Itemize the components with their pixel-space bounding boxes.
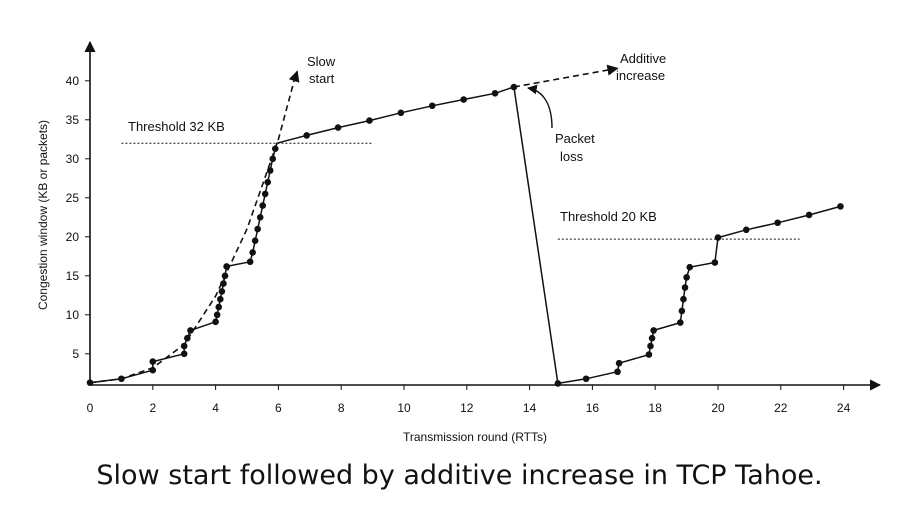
threshold-group — [121, 142, 800, 240]
data-point-0-33 — [491, 89, 499, 97]
data-point-0-37 — [614, 368, 621, 376]
data-point-0-34 — [510, 83, 518, 91]
additive-increase-label-line1: Additive — [620, 51, 666, 66]
figure-caption: Slow start followed by additive increase… — [96, 460, 823, 491]
additive-increase-label-line2: increase — [616, 68, 665, 83]
data-point-0-8 — [212, 318, 219, 326]
data-point-0-38 — [615, 359, 623, 367]
packet-loss-label-line2: loss — [560, 149, 584, 164]
x-tick-label-10: 10 — [397, 401, 411, 415]
y-tick-label-15: 15 — [66, 269, 80, 283]
slow-start-label-line1: Slow — [307, 54, 336, 69]
data-point-0-6 — [184, 334, 191, 342]
data-point-0-41 — [648, 334, 656, 342]
data-point-0-43 — [677, 319, 684, 326]
data-point-0-35 — [554, 380, 562, 387]
x-tick-label-12: 12 — [460, 401, 474, 415]
data-point-0-26 — [271, 145, 279, 152]
x-tick-label-18: 18 — [649, 401, 663, 415]
data-point-0-13 — [220, 280, 227, 287]
data-point-0-20 — [256, 214, 264, 221]
data-point-0-48 — [686, 263, 694, 271]
data-point-0-3 — [149, 358, 157, 365]
data-point-0-2 — [149, 366, 157, 374]
data-point-0-51 — [742, 226, 750, 234]
data-point-0-9 — [213, 311, 221, 319]
y-tick-group: 5 10 15 20 25 30 35 40 — [66, 74, 90, 361]
x-tick-group: 0 2 4 6 8 10 12 14 16 18 20 22 24 — [87, 385, 851, 415]
x-tick-label-14: 14 — [523, 401, 537, 415]
y-tick-label-35: 35 — [66, 113, 80, 127]
data-point-0-22 — [261, 190, 269, 198]
x-tick-label-22: 22 — [774, 401, 788, 415]
data-point-0-42 — [650, 327, 657, 334]
x-tick-label-16: 16 — [586, 401, 600, 415]
y-tick-label-5: 5 — [72, 347, 79, 361]
slow-start-dashed-curve — [89, 70, 300, 384]
packet-loss-label-line1: Packet — [555, 131, 595, 146]
threshold-20-label: Threshold 20 KB — [560, 209, 657, 224]
data-point-0-4 — [180, 350, 188, 358]
data-point-0-52 — [774, 219, 781, 227]
data-point-0-46 — [681, 284, 689, 291]
data-point-0-12 — [218, 288, 226, 295]
data-point-0-25 — [269, 155, 277, 163]
data-point-0-1 — [118, 375, 125, 383]
data-point-0-44 — [678, 307, 686, 315]
x-tick-label-20: 20 — [711, 401, 725, 415]
threshold-32-label: Threshold 32 KB — [128, 119, 225, 134]
data-point-0-11 — [217, 295, 224, 303]
data-point-0-40 — [647, 342, 654, 350]
data-point-0-16 — [246, 258, 254, 266]
x-tick-label-4: 4 — [212, 401, 219, 415]
data-point-0-32 — [460, 96, 467, 103]
slow-start-label-line2: start — [309, 71, 335, 86]
x-tick-label-8: 8 — [338, 401, 345, 415]
x-tick-label-6: 6 — [275, 401, 282, 415]
data-point-0-45 — [680, 295, 687, 303]
data-point-0-49 — [711, 259, 719, 266]
y-tick-label-40: 40 — [66, 74, 80, 88]
data-point-0-50 — [714, 234, 722, 241]
additive-increase-dashed-extension — [513, 64, 619, 88]
data-point-0-30 — [397, 109, 405, 117]
data-point-0-18 — [251, 237, 259, 244]
data-point-0-39 — [645, 351, 653, 358]
y-tick-label-30: 30 — [66, 152, 80, 166]
data-point-0-27 — [303, 132, 310, 139]
data-point-0-28 — [334, 124, 342, 131]
data-point-0-24 — [266, 167, 274, 174]
data-point-0-31 — [428, 102, 436, 110]
data-point-0-21 — [259, 202, 267, 209]
data-point-0-0 — [86, 379, 94, 386]
data-point-0-36 — [582, 375, 590, 383]
curve-group — [89, 64, 841, 385]
data-point-0-54 — [837, 203, 844, 210]
data-point-0-17 — [249, 249, 256, 256]
x-axis-label: Transmission round (RTTs) — [403, 430, 547, 444]
y-tick-label-25: 25 — [66, 191, 80, 205]
data-point-0-5 — [180, 342, 188, 350]
y-tick-label-10: 10 — [66, 308, 80, 322]
data-point-0-7 — [187, 327, 194, 334]
y-axis-label: Congestion window (KB or packets) — [36, 120, 50, 310]
x-tick-label-24: 24 — [837, 401, 851, 415]
marker-group — [86, 83, 844, 387]
data-point-0-23 — [264, 178, 272, 186]
data-point-0-19 — [254, 225, 261, 233]
x-tick-label-2: 2 — [149, 401, 156, 415]
data-point-0-15 — [223, 263, 230, 270]
data-point-0-47 — [683, 274, 690, 281]
y-tick-label-20: 20 — [66, 230, 80, 244]
data-point-0-14 — [221, 272, 229, 280]
data-point-0-29 — [366, 117, 373, 124]
x-tick-label-0: 0 — [87, 401, 94, 415]
data-point-0-53 — [805, 211, 813, 219]
data-point-0-10 — [215, 303, 223, 311]
packet-loss-arrow — [527, 84, 553, 129]
